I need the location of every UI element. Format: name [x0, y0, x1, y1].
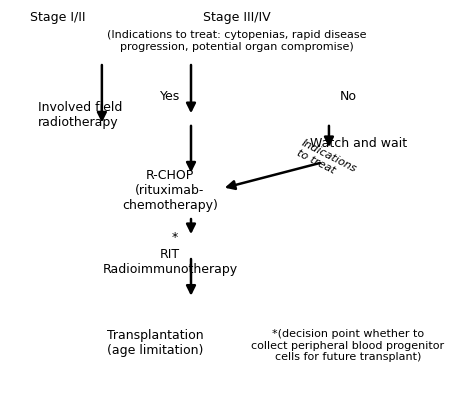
Text: Yes: Yes [160, 90, 180, 103]
Text: RIT
Radioimmunotherapy: RIT Radioimmunotherapy [102, 248, 237, 276]
Text: *(decision point whether to
collect peripheral blood progenitor
cells for future: *(decision point whether to collect peri… [251, 329, 445, 362]
Text: (Indications to treat: cytopenias, rapid disease
progression, potential organ co: (Indications to treat: cytopenias, rapid… [107, 30, 367, 52]
Text: R-CHOP
(rituximab-
chemotherapy): R-CHOP (rituximab- chemotherapy) [122, 169, 218, 212]
Text: Stage III/IV: Stage III/IV [203, 11, 271, 24]
Text: Involved field
radiotherapy: Involved field radiotherapy [38, 101, 122, 129]
Text: Transplantation
(age limitation): Transplantation (age limitation) [107, 329, 203, 357]
Text: No: No [339, 90, 356, 103]
Text: *: * [172, 231, 178, 244]
Text: Watch and wait: Watch and wait [310, 137, 407, 150]
Text: Indications
to treat: Indications to treat [295, 138, 359, 184]
Text: Stage I/II: Stage I/II [30, 11, 85, 24]
